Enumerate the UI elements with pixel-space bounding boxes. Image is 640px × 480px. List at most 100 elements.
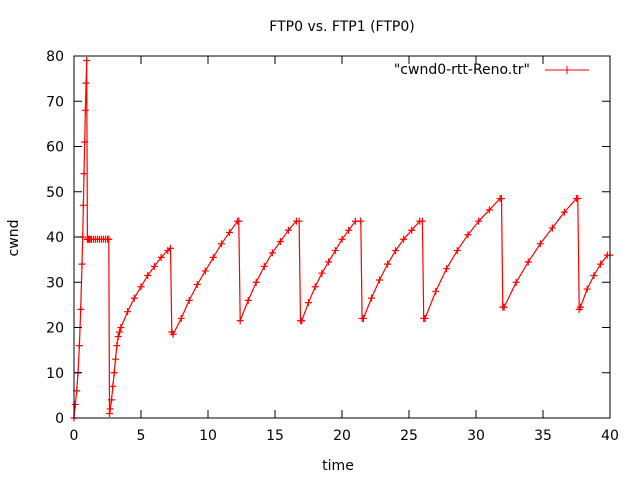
data-point <box>318 269 326 277</box>
data-point <box>475 217 483 225</box>
data-point <box>443 265 451 273</box>
x-tick-label: 0 <box>70 428 79 444</box>
data-point <box>453 247 461 255</box>
data-point <box>201 267 209 275</box>
data-point <box>284 226 292 234</box>
data-point <box>268 249 276 257</box>
data-point <box>193 281 201 289</box>
data-point <box>418 217 426 225</box>
data-point <box>81 138 89 146</box>
data-point <box>106 409 114 417</box>
data-point <box>325 258 333 266</box>
x-tick-label: 15 <box>266 428 284 444</box>
data-point <box>524 258 532 266</box>
x-axis-label: time <box>322 458 354 474</box>
data-point <box>106 405 114 413</box>
y-tick-label: 50 <box>46 185 64 201</box>
y-tick-label: 30 <box>46 275 64 291</box>
data-point <box>166 244 174 252</box>
x-tick-label: 35 <box>534 428 552 444</box>
y-tick-label: 20 <box>46 321 64 337</box>
data-point <box>305 299 312 307</box>
data-point <box>485 206 493 214</box>
data-point <box>400 235 408 243</box>
legend-label: "cwnd0-rtt-Reno.tr" <box>394 62 530 78</box>
y-tick-label: 40 <box>46 230 64 246</box>
data-point <box>392 247 400 255</box>
data-point <box>137 283 145 291</box>
x-tick-label: 30 <box>467 428 485 444</box>
data-point <box>536 240 544 248</box>
data-point <box>464 231 472 239</box>
data-point <box>298 317 306 325</box>
data-point <box>244 296 252 304</box>
data-point <box>78 260 86 268</box>
data-point <box>236 317 244 325</box>
data-point <box>83 57 91 65</box>
axis-ticks: 0 5 10 15 20 25 30 35 40 0 10 20 30 40 50 60 70 80 <box>46 49 619 444</box>
x-tick-label: 5 <box>137 428 146 444</box>
data-point <box>338 235 346 243</box>
data-point <box>421 314 429 322</box>
y-tick-label: 80 <box>46 49 64 65</box>
data-point <box>77 305 85 313</box>
data-point <box>500 303 508 311</box>
data-point <box>367 294 375 302</box>
data-point <box>548 224 556 232</box>
data-point <box>109 382 117 390</box>
y-tick-label: 0 <box>55 411 64 427</box>
data-point <box>574 195 582 203</box>
data-point <box>209 253 217 261</box>
data-point <box>235 217 243 225</box>
data-point <box>357 217 365 225</box>
data-point <box>79 201 87 209</box>
data-point <box>432 287 440 295</box>
data-point <box>376 276 384 284</box>
data-point <box>295 217 303 225</box>
data-point <box>108 396 116 404</box>
data-point <box>185 296 193 304</box>
data-point <box>560 208 568 216</box>
data-point <box>225 228 233 236</box>
data-point <box>169 330 177 338</box>
data-point <box>113 342 121 350</box>
data-point <box>112 355 120 363</box>
data-point <box>114 333 122 341</box>
data-point <box>81 106 89 114</box>
data-point <box>408 226 416 234</box>
data-point <box>311 283 319 291</box>
data-point <box>217 240 225 248</box>
data-point <box>384 260 392 268</box>
y-axis-label: cwnd <box>6 220 22 257</box>
data-point <box>80 170 88 178</box>
data-point <box>157 253 165 261</box>
data-point <box>583 285 591 293</box>
data-point <box>116 328 124 336</box>
data-point <box>359 314 367 322</box>
data-point <box>75 342 83 350</box>
y-tick-label: 70 <box>46 94 64 110</box>
y-tick-label: 10 <box>46 366 64 382</box>
data-point <box>150 262 158 270</box>
x-tick-label: 10 <box>199 428 217 444</box>
data-point <box>130 294 138 302</box>
legend-marker <box>563 66 571 74</box>
legend: "cwnd0-rtt-Reno.tr" <box>394 62 589 78</box>
x-tick-label: 20 <box>333 428 351 444</box>
data-point <box>82 79 90 87</box>
x-tick-label: 40 <box>601 428 619 444</box>
data-point <box>331 247 339 255</box>
data-point <box>110 369 118 377</box>
data-point <box>177 314 185 322</box>
data-point <box>144 271 152 279</box>
data-point <box>577 303 585 311</box>
y-tick-label: 60 <box>46 140 64 156</box>
data-point <box>497 195 505 203</box>
data-point <box>590 271 598 279</box>
data-point <box>117 324 125 331</box>
data-point <box>252 278 260 286</box>
data-point <box>597 260 605 268</box>
data-point <box>512 278 520 286</box>
data-point <box>345 226 353 234</box>
